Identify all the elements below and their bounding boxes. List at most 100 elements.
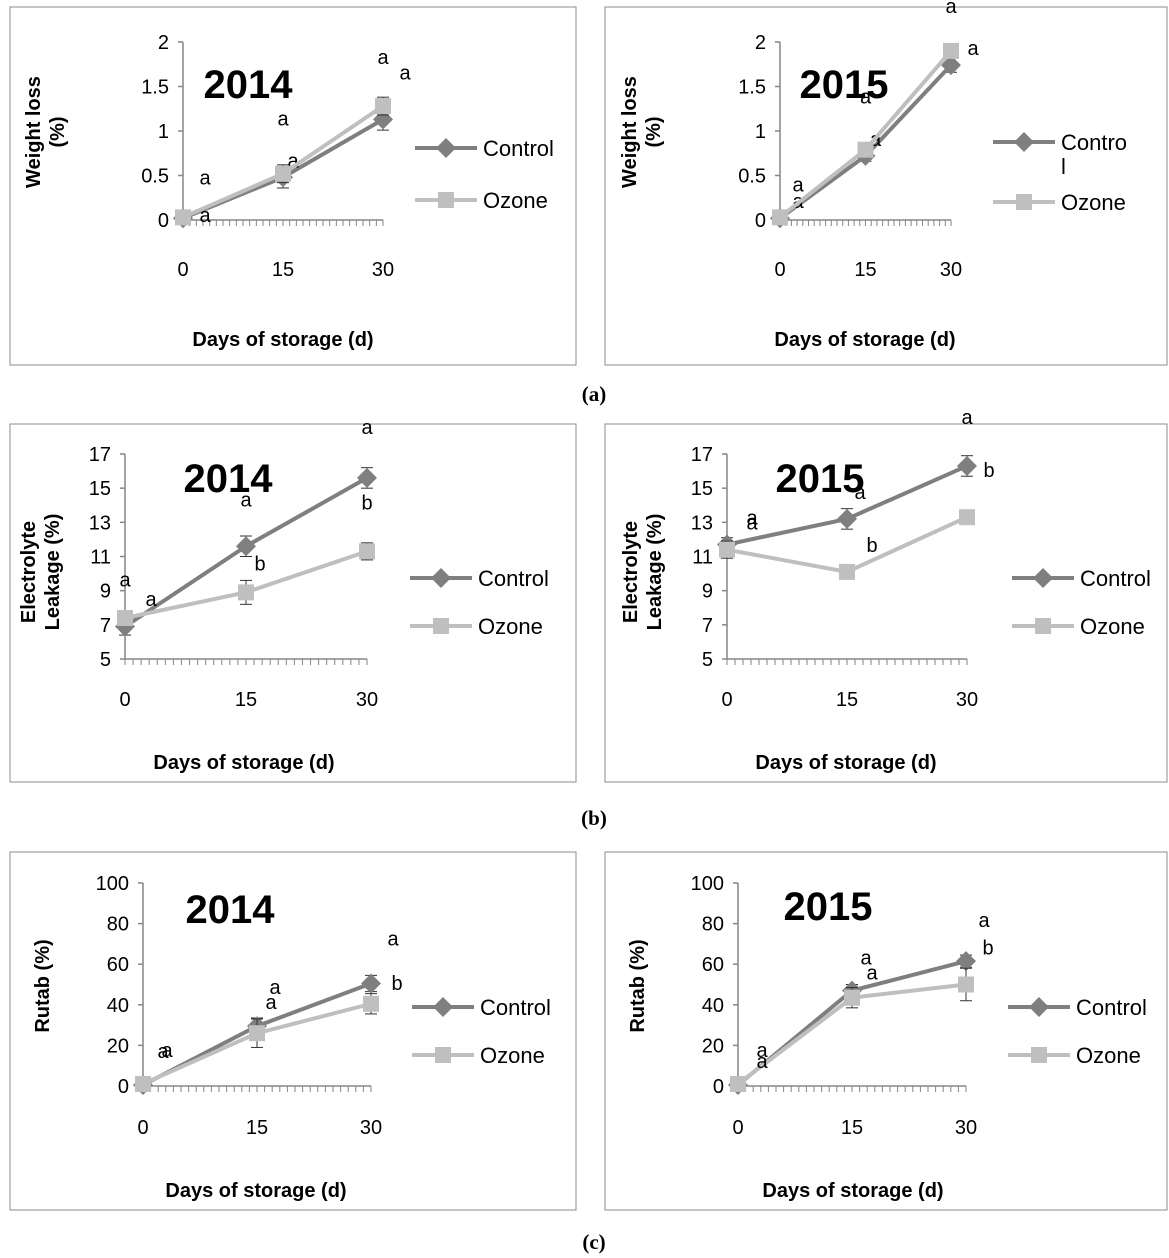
legend-marker: [433, 997, 453, 1017]
data-point: [844, 989, 860, 1006]
y-tick-label: 5: [100, 649, 111, 671]
data-point: [249, 1025, 265, 1042]
chart-title: 2015: [800, 63, 889, 107]
series-ozone: a b b: [719, 460, 995, 580]
y-tick-label: 2: [158, 32, 169, 54]
legend-label-line: Ozone: [478, 614, 543, 639]
y-axis-title-line: Electrolyte: [18, 521, 40, 623]
data-point: [719, 541, 735, 558]
y-axis-title-line: Rutab (%): [627, 939, 649, 1032]
chart-title: 2014: [186, 888, 276, 932]
y-axis-title-line: Rutab (%): [32, 939, 54, 1032]
y-tick-label: 0.5: [738, 166, 766, 188]
y-axis-title-line: (%): [47, 116, 69, 147]
significance-label: a: [199, 167, 211, 189]
data-point: [238, 584, 254, 601]
legend-label-line: Ozone: [480, 1043, 545, 1068]
legend-entry-ozone: Ozone: [1012, 614, 1145, 639]
y-axis-title-line: Electrolyte: [620, 521, 642, 623]
panel-label-c: (c): [582, 1230, 605, 1254]
y-tick-label: 100: [691, 873, 724, 895]
data-point: [275, 165, 291, 182]
significance-label: a: [265, 992, 277, 1014]
y-axis-title-line: Weight loss: [619, 76, 641, 188]
chart-frame: [604, 6, 1168, 366]
legend-label: Control: [1080, 566, 1151, 591]
y-tick-label: 0: [158, 210, 169, 232]
data-point: [357, 467, 377, 488]
y-axis-title: Electrolyte Leakage (%): [620, 514, 666, 631]
x-tick-label: 15: [235, 689, 257, 711]
series-ozone: aab: [730, 938, 994, 1092]
chart-title: 2014: [204, 63, 294, 107]
legend-label-line: Ozone: [1076, 1043, 1141, 1068]
x-tick-label: 0: [137, 1117, 148, 1139]
significance-label: a: [978, 910, 990, 932]
chart-frame: [9, 6, 577, 366]
y-axis-title-line: (%): [643, 116, 665, 147]
x-tick-label: 0: [177, 259, 188, 281]
significance-label: b: [982, 938, 993, 960]
y-tick-label: 1: [755, 121, 766, 143]
y-tick-label: 20: [702, 1035, 724, 1057]
y-tick-label: 7: [100, 615, 111, 637]
legend-entry-control: Control: [1012, 566, 1151, 591]
significance-label: b: [254, 553, 265, 575]
data-point: [363, 995, 379, 1012]
y-tick-label: 9: [100, 581, 111, 603]
significance-label: a: [387, 928, 399, 950]
significance-label: a: [945, 0, 957, 18]
x-axis-title: Days of storage (d): [153, 752, 334, 774]
significance-label: b: [983, 460, 994, 482]
x-axis-title: Days of storage (d): [755, 752, 936, 774]
significance-label: b: [866, 535, 877, 557]
y-tick-label: 60: [107, 954, 129, 976]
legend-entry-control: Control: [1008, 995, 1147, 1020]
y-tick-label: 2: [755, 32, 766, 54]
legend-entry-control: Control: [415, 136, 554, 161]
y-tick-label: 13: [691, 512, 713, 534]
significance-label: a: [961, 407, 973, 429]
y-tick-label: 15: [691, 478, 713, 500]
legend-entry-ozone: Ozone: [410, 614, 543, 639]
significance-label: a: [967, 38, 979, 60]
y-tick-label: 17: [691, 444, 713, 466]
significance-label: a: [161, 1040, 173, 1062]
significance-label: a: [269, 977, 281, 999]
legend-label: Control: [1076, 995, 1147, 1020]
legend-label: Ozone: [1076, 1043, 1141, 1068]
x-tick-label: 30: [360, 1117, 382, 1139]
y-tick-label: 9: [702, 581, 713, 603]
significance-label: a: [157, 1041, 169, 1063]
y-tick-label: 11: [90, 547, 111, 569]
x-tick-label: 30: [955, 1117, 977, 1139]
legend-entry-control: Control: [412, 995, 551, 1020]
y-tick-label: 60: [702, 954, 724, 976]
series-control: aaa: [115, 417, 377, 637]
legend-marker: [433, 618, 449, 634]
series-ozone: a b b: [117, 492, 375, 626]
y-axis-title-line: Leakage (%): [644, 514, 666, 631]
x-tick-label: 15: [246, 1117, 268, 1139]
chart-4: 5 7 9 11 13 15 17 0 15 30 Days of storage (d) Elect…: [604, 407, 1168, 783]
chart-5: 0 20 40 60 80 100 0 15 30 Days of storage (d) Ruta…: [9, 851, 577, 1211]
data-point: [956, 951, 976, 972]
x-tick-label: 0: [119, 689, 130, 711]
data-point: [373, 109, 393, 130]
y-tick-label: 40: [107, 995, 129, 1017]
significance-label: a: [746, 508, 758, 530]
chart-title: 2015: [784, 885, 873, 929]
y-axis-title: Rutab (%): [32, 939, 54, 1032]
y-tick-label: 0: [713, 1076, 724, 1098]
x-tick-label: 30: [356, 689, 378, 711]
y-tick-label: 1.5: [141, 77, 169, 99]
legend-marker: [1029, 997, 1049, 1017]
x-tick-label: 0: [732, 1117, 743, 1139]
legend-label: Ozone: [1061, 190, 1126, 215]
significance-label: b: [361, 492, 372, 514]
legend-label-line: Control: [1076, 995, 1147, 1020]
series-ozone: a a a: [175, 47, 391, 226]
